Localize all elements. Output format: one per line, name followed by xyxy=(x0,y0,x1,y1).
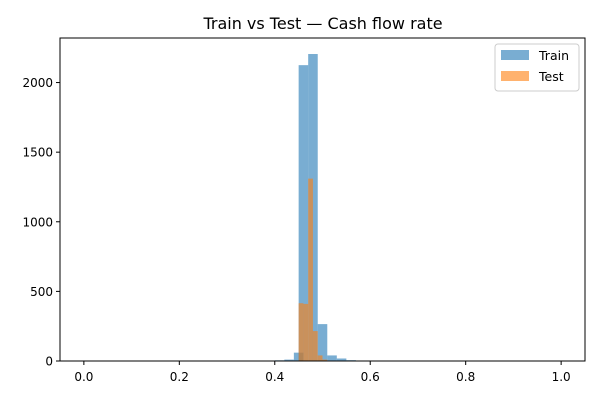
bar-train-1 xyxy=(284,359,294,361)
bar-test-3 xyxy=(312,331,318,361)
x-tick-label: 0.4 xyxy=(265,370,284,384)
legend: Train Test xyxy=(494,43,580,92)
x-axis: 0.0 0.2 0.4 0.6 0.8 1.0 xyxy=(74,361,571,384)
y-axis: 0 500 1000 1500 2000 xyxy=(22,76,60,369)
x-tick-label: 1.0 xyxy=(552,370,571,384)
legend-swatch-test xyxy=(501,71,529,81)
bar-test-2 xyxy=(308,178,313,361)
bars-layer xyxy=(274,54,366,362)
bar-test-1 xyxy=(303,303,309,361)
bar-train-7 xyxy=(336,358,347,361)
x-tick-label: 0.2 xyxy=(170,370,189,384)
plot-frame xyxy=(59,37,586,362)
y-tick-label: 1000 xyxy=(22,215,53,229)
y-tick-label: 1500 xyxy=(22,146,53,160)
bar-train-3 xyxy=(298,65,309,362)
bar-test-5 xyxy=(322,359,328,361)
bar-test-4 xyxy=(317,355,323,361)
legend-label-train: Train xyxy=(538,48,569,63)
y-tick-label: 0 xyxy=(45,355,53,369)
x-tick-label: 0.0 xyxy=(74,370,93,384)
bar-train-5 xyxy=(317,324,328,361)
y-tick-label: 2000 xyxy=(22,76,53,90)
x-tick-label: 0.8 xyxy=(456,370,475,384)
legend-label-test: Test xyxy=(538,69,564,84)
x-tick-label: 0.6 xyxy=(361,370,380,384)
y-tick-label: 500 xyxy=(30,285,53,299)
bar-train-2 xyxy=(293,352,304,361)
bar-test-0 xyxy=(298,303,304,361)
bar-train-6 xyxy=(327,355,337,361)
legend-swatch-train xyxy=(501,50,529,60)
bar-train-4 xyxy=(308,54,318,361)
chart-title: Train vs Test — Cash flow rate xyxy=(202,14,442,33)
